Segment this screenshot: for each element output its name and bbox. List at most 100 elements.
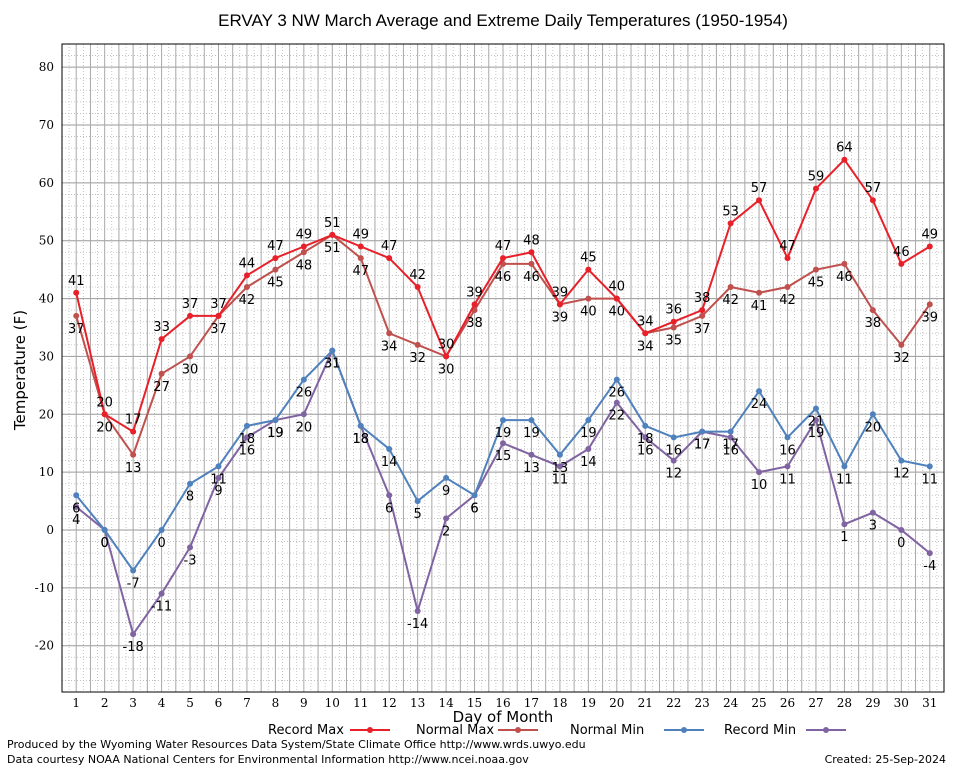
record-max-data-label: 64 xyxy=(836,141,853,156)
x-tick-label: 29 xyxy=(865,696,880,710)
record-max-point xyxy=(386,255,393,262)
x-tick-label: 14 xyxy=(438,696,454,710)
normal-min-point xyxy=(272,417,279,424)
record-max-point xyxy=(756,197,763,204)
legend-swatch-marker xyxy=(515,727,521,733)
x-tick-label: 11 xyxy=(353,696,368,710)
normal-min-data-label: 11 xyxy=(836,472,853,487)
record-max-point xyxy=(500,255,506,262)
normal-max-point xyxy=(585,295,592,302)
y-tick-label: 10 xyxy=(39,465,54,479)
normal-min-point xyxy=(585,417,592,424)
record-min-point xyxy=(756,469,763,476)
record-min-point xyxy=(812,417,819,424)
normal-min-point xyxy=(727,428,734,435)
record-max-point xyxy=(585,266,592,273)
record-max-point xyxy=(471,301,478,308)
record-min-point xyxy=(386,492,393,499)
x-tick-label: 12 xyxy=(382,696,397,710)
x-tick-label: 3 xyxy=(129,696,137,710)
normal-min-point xyxy=(243,422,250,429)
record-max-point xyxy=(300,243,307,250)
record-max-point xyxy=(556,301,563,308)
record-min-point xyxy=(414,608,421,614)
record-min-point xyxy=(130,631,137,638)
record-max-point xyxy=(812,185,819,192)
record-min-data-label: 19 xyxy=(267,426,284,441)
record-min-point xyxy=(841,521,848,528)
record-min-data-label: 19 xyxy=(808,426,825,441)
x-tick-label: 23 xyxy=(695,696,710,710)
normal-max-data-label: 48 xyxy=(296,258,313,273)
normal-min-point xyxy=(329,347,336,354)
normal-min-point xyxy=(528,417,535,424)
record-max-point xyxy=(414,284,421,290)
normal-min-data-label: 17 xyxy=(722,438,739,453)
normal-min-data-label: 0 xyxy=(157,536,165,551)
normal-min-data-label: 20 xyxy=(865,420,882,435)
normal-max-point xyxy=(869,307,876,314)
normal-max-point xyxy=(670,324,677,331)
x-tick-label: 13 xyxy=(410,696,425,710)
normal-max-data-label: 40 xyxy=(580,305,597,320)
normal-max-point xyxy=(386,330,393,337)
normal-min-data-label: 5 xyxy=(414,507,422,522)
normal-min-data-label: 6 xyxy=(72,501,80,516)
record-max-data-label: 49 xyxy=(352,228,369,243)
record-min-data-label: 0 xyxy=(897,536,905,551)
record-max-data-label: 17 xyxy=(125,413,142,428)
record-min-point xyxy=(585,446,592,452)
normal-max-point xyxy=(841,260,848,267)
normal-max-point xyxy=(699,312,706,319)
x-tick-label: 27 xyxy=(808,696,823,710)
record-max-data-label: 49 xyxy=(922,228,939,243)
record-min-data-label: -4 xyxy=(923,559,936,574)
record-min-data-label: 16 xyxy=(637,443,654,458)
normal-max-data-label: 45 xyxy=(267,276,284,291)
y-tick-label: 60 xyxy=(39,176,54,190)
normal-min-data-label: 19 xyxy=(495,426,512,441)
legend-item-record-min: Record Min xyxy=(724,723,846,738)
normal-max-data-label: 32 xyxy=(409,351,426,366)
normal-max-data-label: 30 xyxy=(182,362,199,377)
normal-max-point xyxy=(73,312,80,319)
normal-max-data-label: 35 xyxy=(665,334,682,349)
x-tick-label: 8 xyxy=(272,696,280,710)
record-max-point xyxy=(187,312,194,319)
record-max-data-label: 44 xyxy=(239,256,256,271)
x-tick-label: 5 xyxy=(186,696,194,710)
y-tick-label: 0 xyxy=(46,523,54,537)
record-max-point xyxy=(443,353,450,360)
record-min-data-label: 22 xyxy=(609,409,626,424)
record-min-data-label: 20 xyxy=(296,420,313,435)
normal-min-point xyxy=(670,434,677,441)
grid xyxy=(62,43,944,693)
normal-min-data-label: 16 xyxy=(779,443,796,458)
y-tick-label: 40 xyxy=(39,292,54,306)
record-max-data-label: 40 xyxy=(609,280,626,295)
record-min-data-label: 14 xyxy=(580,455,597,470)
y-tick-label: 70 xyxy=(39,118,54,132)
plot-frame xyxy=(61,43,945,693)
record-max-data-label: 41 xyxy=(68,274,85,289)
record-min-data-label: 6 xyxy=(470,501,478,516)
x-tick-label: 20 xyxy=(609,696,624,710)
normal-min-point xyxy=(300,376,307,383)
record-max-point xyxy=(101,411,108,418)
y-tick-label: 50 xyxy=(39,234,54,248)
legend-item-normal-max: Normal Max xyxy=(416,723,538,738)
y-tick-label: -20 xyxy=(35,639,54,653)
normal-min-point xyxy=(101,527,108,533)
record-max-point xyxy=(898,260,905,267)
x-tick-label: 17 xyxy=(524,696,539,710)
series-record-max: 41 20 17 33 37 37 44 47 49 51 49 47 42 30 39 47 48 39 45 40… xyxy=(68,141,938,435)
legend-label: Record Max xyxy=(268,723,344,738)
normal-max-data-label: 13 xyxy=(125,461,142,476)
normal-min-data-label: 0 xyxy=(101,536,109,551)
record-min-point xyxy=(727,434,734,441)
normal-min-data-label: 21 xyxy=(808,415,825,430)
normal-max-point xyxy=(187,353,194,360)
